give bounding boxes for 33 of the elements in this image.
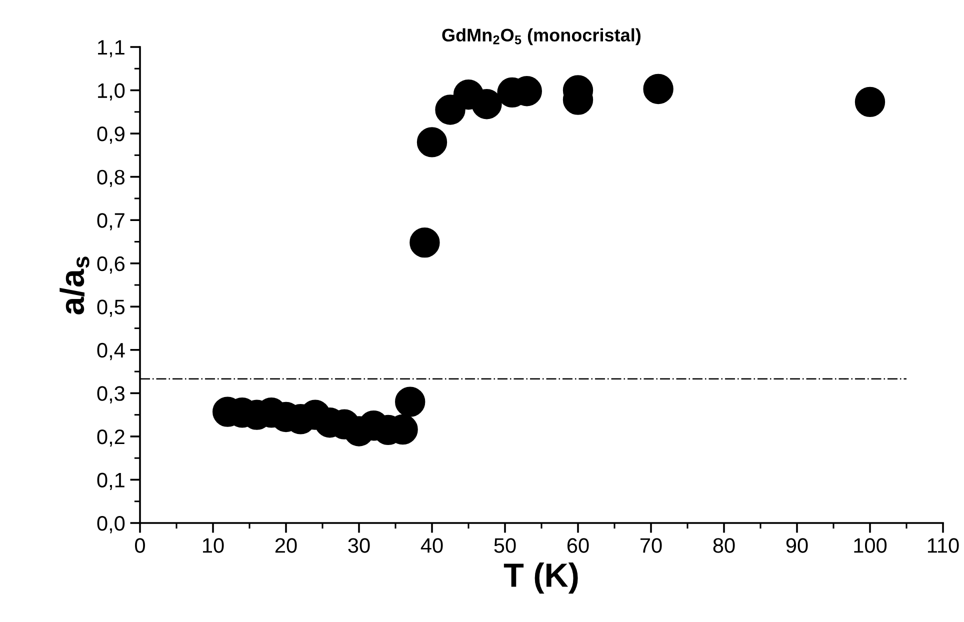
y-tick-label: 0,2 bbox=[97, 429, 124, 447]
point bbox=[416, 127, 448, 158]
point bbox=[643, 74, 674, 104]
x-tick-label: 40 bbox=[420, 538, 443, 553]
x-tick-label: 90 bbox=[786, 538, 808, 553]
x-axis-title: T (K) bbox=[504, 562, 578, 594]
point bbox=[410, 228, 440, 258]
y-tick-label: 1,0 bbox=[98, 83, 125, 100]
y-tick-label: 0,9 bbox=[97, 126, 124, 144]
y-tick-label: 0,5 bbox=[97, 300, 125, 317]
y-tick-label: 0,8 bbox=[97, 170, 125, 188]
y-tick-label: 0,7 bbox=[97, 213, 124, 230]
x-tick-label: 10 bbox=[203, 538, 224, 553]
y-tick-label: 0,0 bbox=[97, 516, 125, 534]
x-tick-label: 60 bbox=[567, 538, 589, 553]
x-tick-label: 100 bbox=[854, 538, 887, 553]
y-tick-label: 0,1 bbox=[97, 472, 124, 490]
y-tick-label: 0,4 bbox=[97, 342, 125, 360]
x-tick-label: 70 bbox=[640, 538, 662, 553]
x-tick-label: 30 bbox=[348, 538, 370, 553]
y-tick-label: 0,3 bbox=[97, 386, 125, 404]
y-axis-title: a/a$_{s}$ bbox=[60, 256, 90, 314]
chart-title: GdMn$_{2}$O$_{5}$ (monocristal) bbox=[442, 28, 640, 46]
x-tick-label: 50 bbox=[494, 538, 516, 553]
x-tick-label: 110 bbox=[928, 538, 959, 553]
point bbox=[472, 89, 502, 120]
point bbox=[395, 386, 426, 417]
x-tick-label: 80 bbox=[713, 538, 735, 553]
x-tick-label: 0 bbox=[135, 538, 145, 553]
y-tick-label: 1,1 bbox=[98, 40, 124, 58]
y-tick-label: 0,6 bbox=[97, 256, 125, 274]
point bbox=[854, 86, 886, 118]
x-tick-label: 20 bbox=[275, 538, 297, 553]
